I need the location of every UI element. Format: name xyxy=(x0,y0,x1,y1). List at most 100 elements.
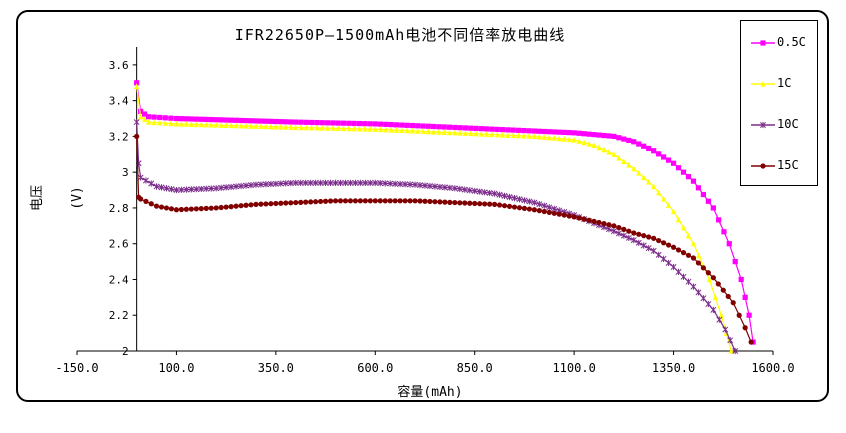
y-axis-label: 电压(V) xyxy=(30,185,85,212)
data-point xyxy=(631,139,637,145)
data-point xyxy=(297,179,304,187)
data-point xyxy=(327,179,334,187)
data-point xyxy=(198,185,205,193)
data-point xyxy=(436,183,443,191)
data-point xyxy=(134,80,140,86)
legend-item: 0.5C xyxy=(741,33,819,53)
data-point xyxy=(716,217,722,223)
data-point xyxy=(451,185,458,192)
data-point xyxy=(646,234,652,240)
data-point xyxy=(725,293,731,300)
data-point xyxy=(666,242,672,248)
data-point xyxy=(695,289,702,296)
data-point xyxy=(591,142,597,148)
data-point xyxy=(347,198,354,204)
data-point xyxy=(377,121,384,127)
data-point xyxy=(402,198,408,204)
data-point xyxy=(351,125,357,132)
data-point xyxy=(478,126,484,132)
data-point xyxy=(499,127,506,133)
data-point xyxy=(732,347,739,355)
data-point xyxy=(452,199,458,206)
data-point xyxy=(402,181,409,188)
data-point xyxy=(404,122,410,128)
data-point xyxy=(362,179,369,187)
data-point xyxy=(307,179,314,187)
data-point xyxy=(487,201,493,207)
data-point xyxy=(367,121,373,127)
data-point xyxy=(387,198,393,204)
data-point xyxy=(183,116,189,122)
data-point xyxy=(288,200,294,206)
data-point xyxy=(335,125,341,132)
data-point xyxy=(506,203,513,209)
data-point xyxy=(710,306,717,313)
data-point xyxy=(293,199,299,206)
data-point xyxy=(213,185,220,192)
data-point xyxy=(362,125,368,132)
data-point xyxy=(710,205,716,211)
data-point xyxy=(243,122,249,129)
data-point xyxy=(298,119,304,125)
data-point xyxy=(168,186,175,193)
data-point xyxy=(262,181,269,188)
x-tick-label: 100.0 xyxy=(158,361,194,375)
data-point xyxy=(516,196,523,203)
data-point xyxy=(183,186,190,193)
data-point xyxy=(541,134,547,140)
data-point xyxy=(387,180,394,187)
data-point xyxy=(541,128,547,135)
data-point xyxy=(468,125,474,131)
data-point xyxy=(208,205,214,211)
data-point xyxy=(404,127,410,134)
data-point xyxy=(516,205,523,211)
y-tick-label: 2.2 xyxy=(109,309,129,322)
data-point xyxy=(484,126,490,132)
x-tick-label: 350.0 xyxy=(258,361,294,375)
data-point xyxy=(611,151,617,157)
data-point xyxy=(367,179,374,187)
series-layer xyxy=(133,80,756,355)
data-point xyxy=(223,117,229,123)
data-point xyxy=(571,136,577,143)
data-point xyxy=(661,154,667,160)
data-point xyxy=(248,182,254,189)
data-point xyxy=(716,316,723,323)
data-point xyxy=(651,183,657,190)
data-point xyxy=(397,198,403,204)
data-point xyxy=(362,121,368,127)
data-point xyxy=(736,312,742,318)
data-point xyxy=(511,204,518,210)
data-point xyxy=(510,127,516,133)
data-point xyxy=(616,225,622,231)
data-point xyxy=(399,127,405,134)
data-point xyxy=(715,281,721,287)
data-point xyxy=(420,128,426,135)
data-point xyxy=(243,202,249,208)
data-point xyxy=(303,199,309,205)
data-point xyxy=(233,117,239,123)
series-1C xyxy=(134,83,734,354)
data-point xyxy=(656,237,662,244)
data-point xyxy=(415,128,421,134)
data-point xyxy=(482,201,488,207)
data-point xyxy=(446,124,453,130)
data-point xyxy=(666,157,672,163)
data-point xyxy=(505,132,511,138)
data-point xyxy=(636,231,642,237)
data-point xyxy=(203,116,209,123)
data-point xyxy=(233,122,239,129)
data-point xyxy=(630,237,637,244)
data-point xyxy=(283,200,289,206)
x-tick-label: 1350.0 xyxy=(652,361,695,375)
data-point xyxy=(134,133,140,140)
data-point xyxy=(531,128,537,134)
data-point xyxy=(670,160,677,166)
data-point xyxy=(536,208,542,214)
data-point xyxy=(431,123,437,130)
data-point xyxy=(168,120,174,127)
data-point xyxy=(640,242,647,249)
data-point xyxy=(248,123,254,129)
data-point xyxy=(272,180,279,187)
data-point xyxy=(422,182,428,189)
